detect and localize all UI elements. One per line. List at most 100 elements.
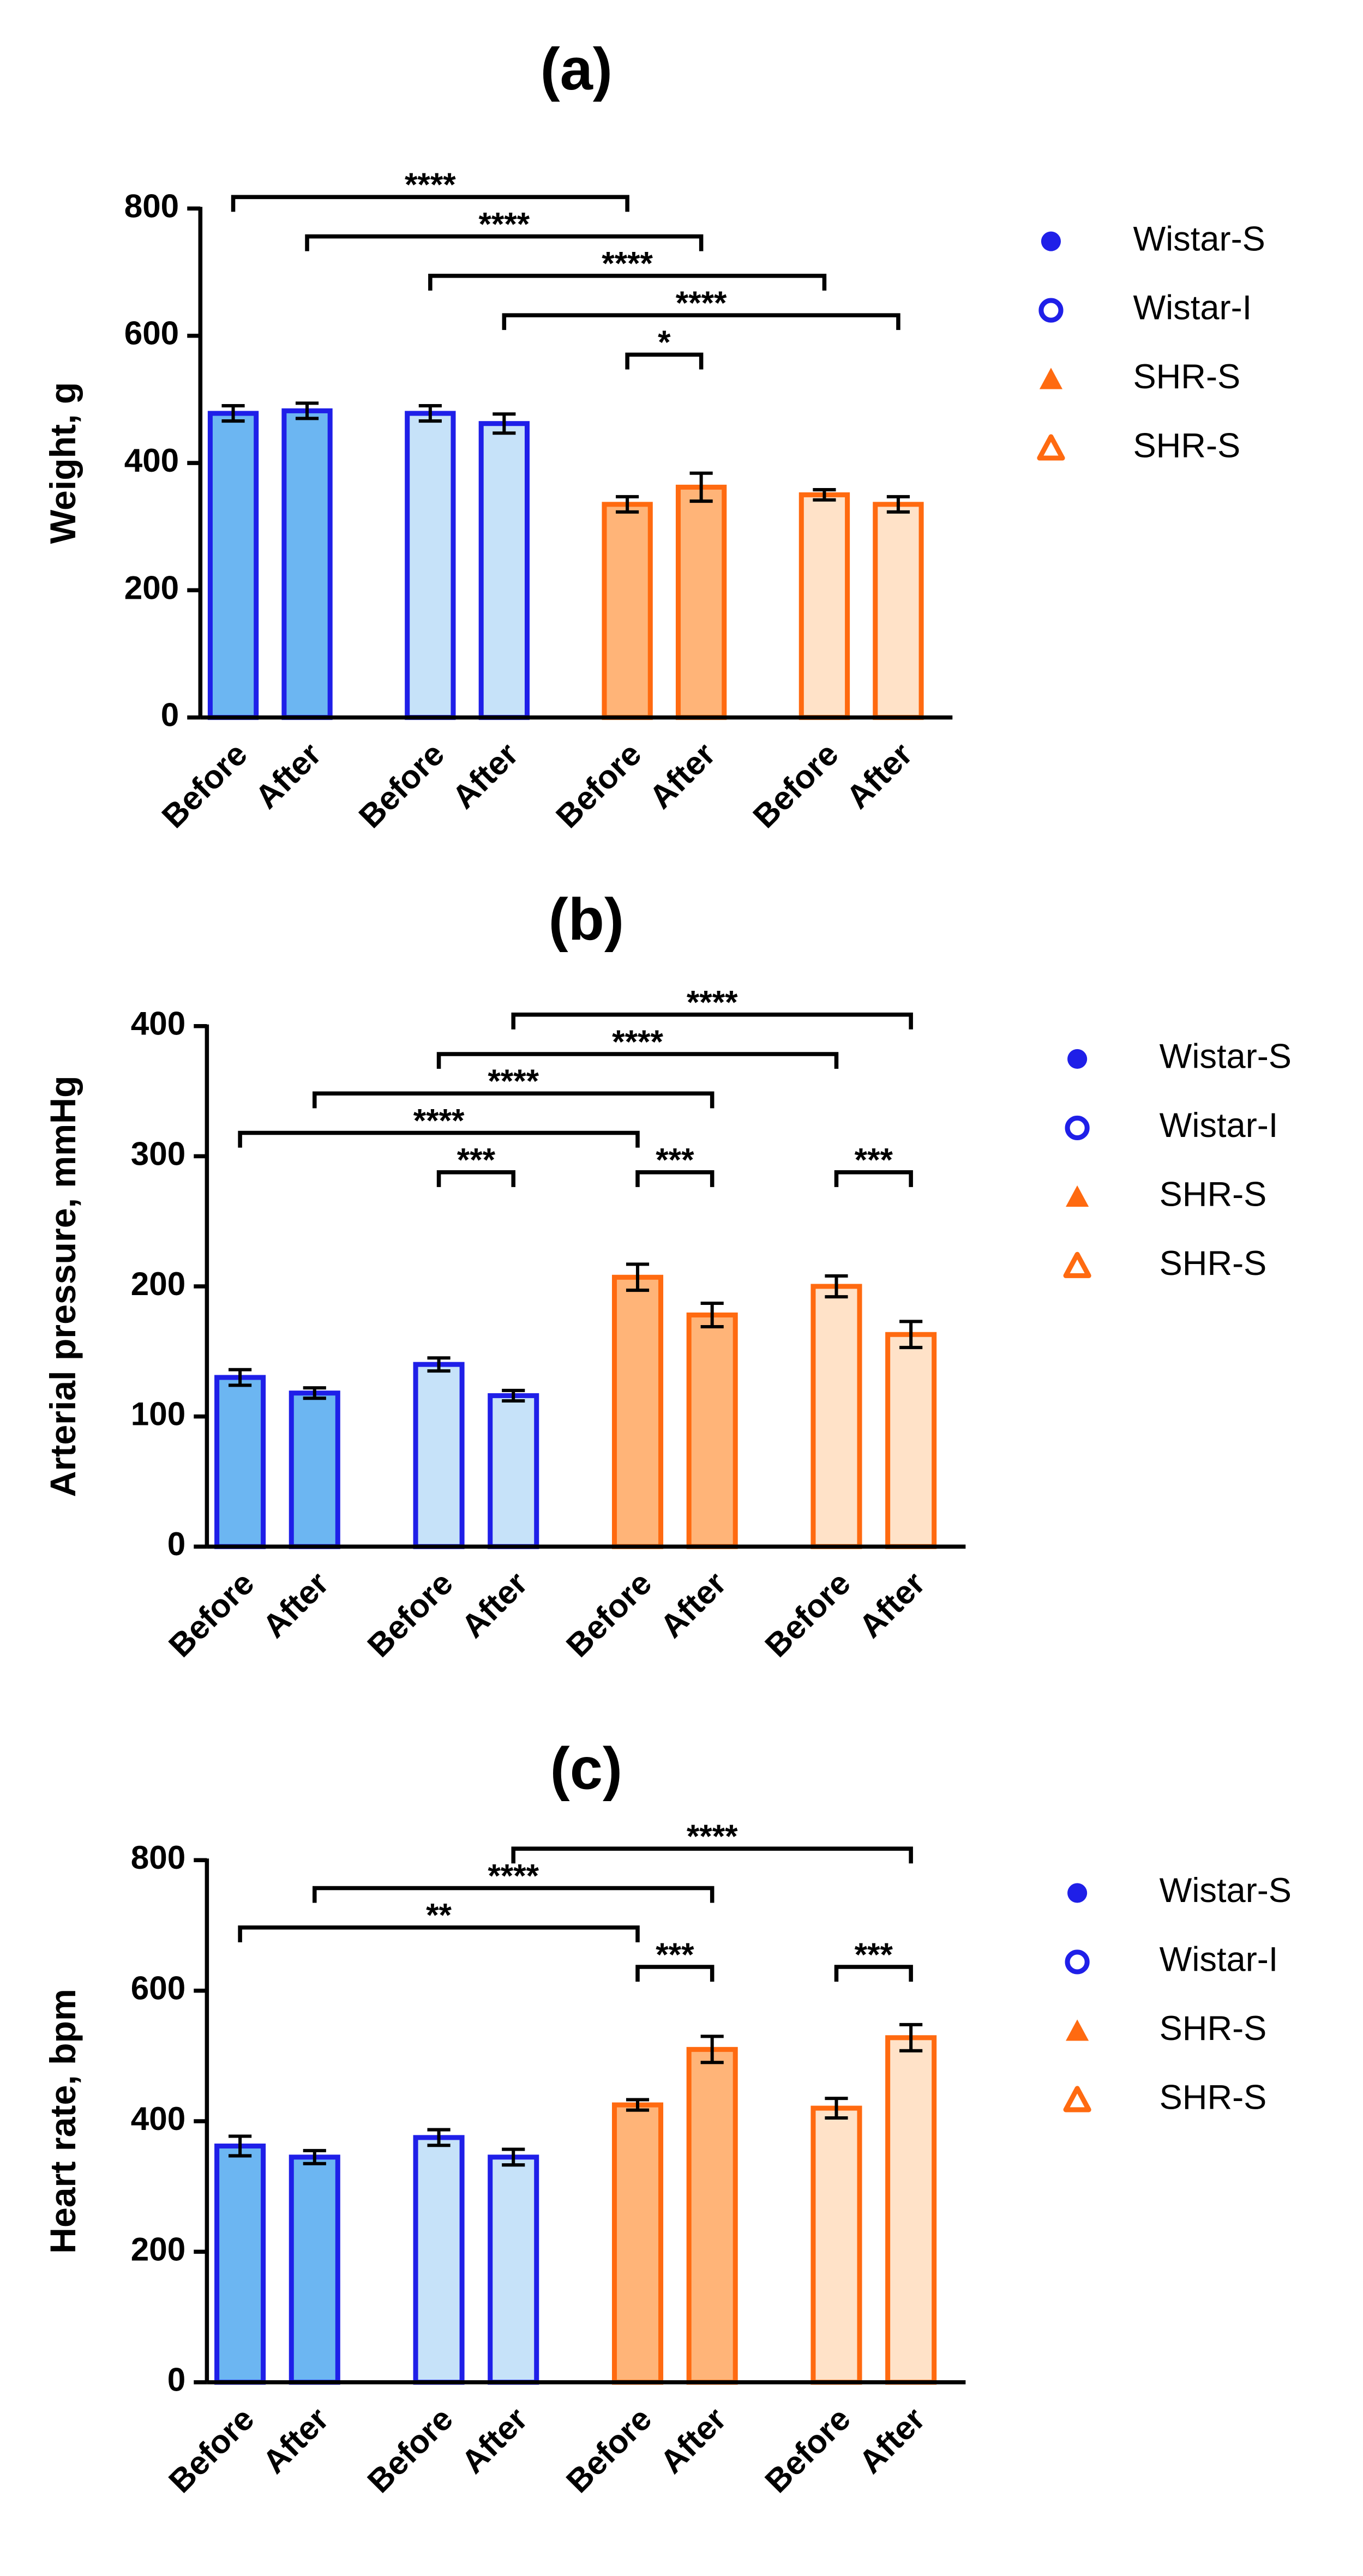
significance-label: **** xyxy=(612,1023,663,1060)
x-tick-label: Before xyxy=(154,735,254,835)
x-tick-label: After xyxy=(642,735,722,815)
error-bar xyxy=(427,2128,451,2147)
x-tick-label: After xyxy=(653,1564,733,1645)
x-tick-label: Before xyxy=(559,2400,659,2500)
significance-bracket xyxy=(511,1846,913,1864)
y-tick-label: 100 xyxy=(131,1395,185,1433)
bar xyxy=(873,502,924,720)
y-tick-label: 300 xyxy=(131,1135,185,1172)
bar xyxy=(885,2035,937,2385)
legend-label: Wistar-I xyxy=(1133,289,1252,327)
y-axis-label: Arterial pressure, mmHg xyxy=(43,1076,83,1497)
y-tick-label: 0 xyxy=(161,696,179,733)
error-bar xyxy=(295,401,319,420)
significance-bracket xyxy=(635,1170,714,1187)
legend-marker xyxy=(1067,1049,1088,1069)
error-bar xyxy=(229,2134,252,2158)
bar xyxy=(810,2105,862,2385)
x-tick-label: Before xyxy=(161,2400,261,2500)
legend-marker xyxy=(1065,1115,1090,1141)
panel-title: (c) xyxy=(550,1735,622,1801)
y-axis-label: Heart rate, bpm xyxy=(43,1989,83,2254)
y-tick-label: 200 xyxy=(131,2230,185,2267)
error-bar xyxy=(616,495,639,514)
panel-title: (a) xyxy=(541,36,613,102)
legend-label: SHR-S xyxy=(1160,1176,1267,1214)
bar xyxy=(488,2154,539,2385)
error-bar xyxy=(886,495,910,514)
error-bar xyxy=(418,404,442,423)
significance-label: **** xyxy=(413,1102,465,1139)
x-tick-label: After xyxy=(653,2400,733,2480)
significance-label: **** xyxy=(676,284,727,321)
significance-label: **** xyxy=(602,245,653,282)
bar xyxy=(675,484,727,720)
legend-label: SHR-S xyxy=(1160,2009,1267,2048)
significance-bracket xyxy=(428,274,827,291)
error-bar xyxy=(303,2148,326,2165)
x-tick-label: After xyxy=(454,2400,534,2480)
significance-bracket xyxy=(313,1091,714,1109)
y-tick-label: 0 xyxy=(167,2361,185,2398)
y-tick-label: 200 xyxy=(124,569,179,606)
bar xyxy=(289,1391,340,1549)
significance-label: * xyxy=(658,323,671,360)
significance-bracket xyxy=(635,1965,714,1982)
x-tick-label: Before xyxy=(758,1564,857,1664)
error-bar xyxy=(626,2098,650,2112)
x-tick-label: After xyxy=(255,1564,335,1645)
x-tick-label: Before xyxy=(746,735,845,835)
legend-marker xyxy=(1066,1185,1089,1207)
x-tick-label: Before xyxy=(161,1564,261,1664)
x-tick-label: Before xyxy=(559,1564,659,1664)
legend-label: Wistar-S xyxy=(1160,1038,1292,1076)
y-tick-label: 600 xyxy=(131,1970,185,2007)
error-bar xyxy=(700,2035,724,2065)
bar xyxy=(207,411,259,720)
significance-bracket xyxy=(834,1965,913,1982)
significance-label: **** xyxy=(478,205,530,242)
error-bar xyxy=(221,404,245,423)
y-tick-label: 400 xyxy=(131,2100,185,2137)
bar xyxy=(686,2047,738,2385)
x-tick-label: After xyxy=(248,735,328,815)
significance-bracket xyxy=(436,1052,839,1069)
x-tick-label: Before xyxy=(360,1564,460,1664)
legend-marker xyxy=(1037,434,1065,461)
y-tick-label: 400 xyxy=(131,1005,185,1042)
significance-label: *** xyxy=(656,1936,694,1973)
bar xyxy=(611,2102,664,2385)
legend-marker xyxy=(1066,2019,1089,2041)
error-bar xyxy=(813,488,836,502)
error-bar xyxy=(502,2147,525,2167)
bar xyxy=(611,1274,664,1549)
significance-label: **** xyxy=(405,166,456,203)
y-tick-label: 800 xyxy=(124,187,179,224)
y-tick-label: 600 xyxy=(124,315,179,352)
significance-bracket xyxy=(511,1012,913,1030)
bar xyxy=(413,1362,465,1549)
significance-label: ** xyxy=(426,1897,452,1934)
x-tick-label: After xyxy=(851,2400,932,2480)
significance-label: *** xyxy=(855,1936,893,1973)
error-bar xyxy=(502,1388,525,1403)
significance-bracket xyxy=(834,1170,913,1187)
significance-label: **** xyxy=(687,1817,738,1855)
bar xyxy=(885,1332,937,1549)
error-bar xyxy=(689,471,713,503)
legend-marker xyxy=(1039,368,1063,389)
significance-label: *** xyxy=(855,1141,893,1178)
error-bar xyxy=(700,1301,724,1328)
bar xyxy=(289,2154,340,2385)
significance-label: *** xyxy=(656,1141,694,1178)
significance-bracket xyxy=(313,1886,714,1903)
x-tick-label: Before xyxy=(758,2400,857,2500)
significance-bracket xyxy=(238,1130,640,1148)
legend-label: SHR-S xyxy=(1133,358,1240,396)
legend-label: Wistar-I xyxy=(1160,1106,1278,1145)
x-tick-label: Before xyxy=(360,2400,460,2500)
bar xyxy=(602,502,653,720)
legend-marker xyxy=(1065,1949,1090,1975)
legend-marker xyxy=(1067,1883,1088,1903)
y-tick-label: 0 xyxy=(167,1525,185,1562)
